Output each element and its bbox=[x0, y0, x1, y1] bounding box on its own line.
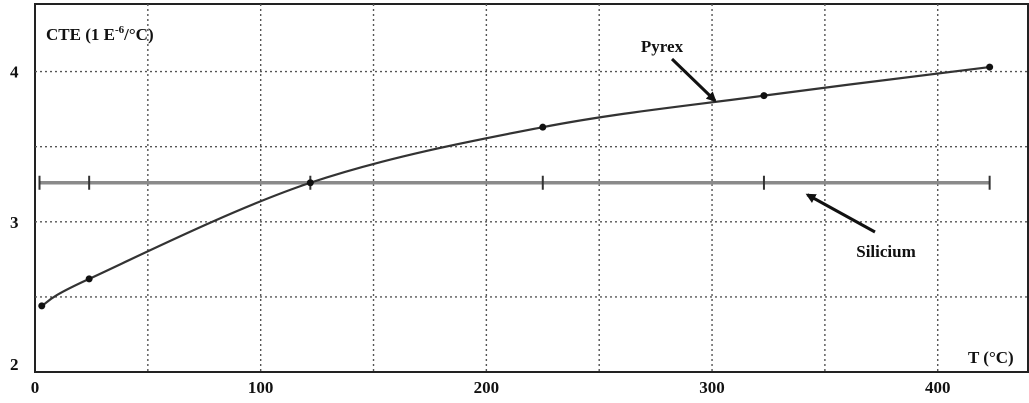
y-tick-label: 4 bbox=[10, 63, 19, 82]
x-tick-label: 0 bbox=[31, 378, 40, 397]
data-point-pyrex bbox=[38, 302, 46, 310]
data-point-pyrex bbox=[85, 275, 93, 283]
data-point-pyrex bbox=[306, 179, 314, 187]
annotations: Pyrex Silicium bbox=[641, 37, 916, 261]
x-tick-label: 200 bbox=[474, 378, 500, 397]
x-tick-label: 100 bbox=[248, 378, 274, 397]
data-point-pyrex bbox=[760, 92, 768, 100]
grid bbox=[35, 4, 1028, 372]
y-tick-label: 3 bbox=[10, 213, 19, 232]
series-layer bbox=[38, 63, 994, 310]
data-point-pyrex bbox=[986, 63, 994, 71]
y-tick-label: 2 bbox=[10, 355, 19, 374]
annotation-silicium-label: Silicium bbox=[856, 242, 916, 261]
annotation-pyrex-label: Pyrex bbox=[641, 37, 684, 56]
annotation-pyrex-arrow bbox=[670, 57, 717, 103]
y-axis-label-main: CTE (1 E bbox=[46, 25, 115, 44]
y-axis-label-tail: /°C) bbox=[123, 25, 153, 44]
x-axis-label: T (°C) bbox=[968, 348, 1014, 367]
plot-frame bbox=[34, 3, 1029, 373]
annotation-silicium-arrow bbox=[805, 193, 876, 234]
data-point-pyrex bbox=[539, 123, 547, 131]
x-tick-label: 400 bbox=[925, 378, 951, 397]
y-axis-label: CTE (1 E-6/°C) bbox=[46, 24, 154, 44]
y-axis-label-exponent: -6 bbox=[115, 24, 125, 36]
x-tick-label: 300 bbox=[699, 378, 725, 397]
tick-labels: 0 100 200 300 400 2 3 4 bbox=[10, 63, 950, 397]
series-line-pyrex bbox=[41, 65, 990, 307]
